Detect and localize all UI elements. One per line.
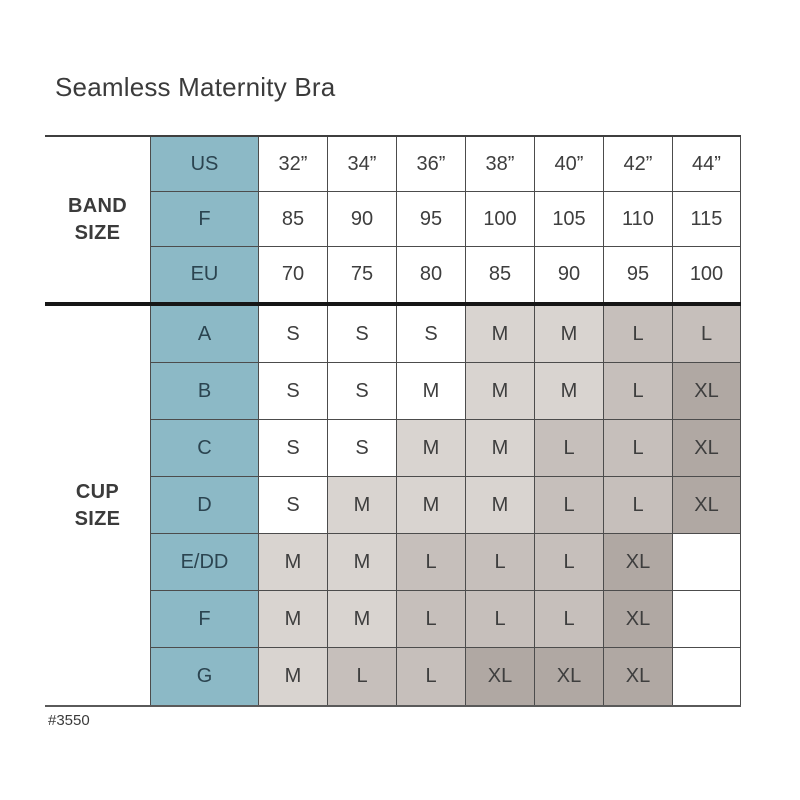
table-cell: XL (603, 591, 672, 648)
table-cell: 100 (672, 247, 741, 302)
table-cell: M (465, 477, 534, 534)
table-cell: 85 (465, 247, 534, 302)
table-cell: L (465, 534, 534, 591)
table-cell: 95 (396, 192, 465, 247)
page-title: Seamless Maternity Bra (55, 72, 336, 102)
table-cell: 100 (465, 192, 534, 247)
table-cell: S (327, 420, 396, 477)
table-cell: L (396, 648, 465, 705)
table-cell: 110 (603, 192, 672, 247)
table-cell: XL (534, 648, 603, 705)
row-label-cell: A (150, 306, 258, 363)
table-cell: S (258, 477, 327, 534)
table-cell: M (396, 363, 465, 420)
table-cell: L (396, 591, 465, 648)
table-cell: S (396, 306, 465, 363)
table-cell: S (258, 306, 327, 363)
table-cell: 38” (465, 137, 534, 192)
table-cell: L (603, 306, 672, 363)
table-cell: 75 (327, 247, 396, 302)
band-size-label: BAND SIZE (45, 137, 150, 302)
row-label-cell: B (150, 363, 258, 420)
table-cell: L (672, 306, 741, 363)
table-cell: L (534, 591, 603, 648)
table-cell: XL (672, 363, 741, 420)
table-cell: 90 (327, 192, 396, 247)
table-cell (672, 591, 741, 648)
table-cell: XL (672, 420, 741, 477)
row-label-cell: F (150, 591, 258, 648)
table-cell: M (258, 591, 327, 648)
table-cell: S (327, 363, 396, 420)
table-cell: 105 (534, 192, 603, 247)
table-cell: M (396, 420, 465, 477)
table-cell: L (327, 648, 396, 705)
table-cell: 40” (534, 137, 603, 192)
table-cell (672, 648, 741, 705)
table-cell: XL (672, 477, 741, 534)
table-cell: M (465, 363, 534, 420)
table-cell: XL (603, 648, 672, 705)
table-cell: M (534, 306, 603, 363)
table-cell (672, 534, 741, 591)
row-label-cell: E/DD (150, 534, 258, 591)
table-cell: XL (465, 648, 534, 705)
table-cell: XL (603, 534, 672, 591)
table-cell: M (465, 306, 534, 363)
table-cell: L (534, 534, 603, 591)
table-cell: 42” (603, 137, 672, 192)
table-cell: S (327, 306, 396, 363)
table-cell: 80 (396, 247, 465, 302)
table-cell: M (534, 363, 603, 420)
table-cell: M (465, 420, 534, 477)
table-cell: M (327, 477, 396, 534)
table-cell: L (465, 591, 534, 648)
table-cell: L (534, 477, 603, 534)
item-number: #3550 (48, 712, 90, 729)
table-cell: 85 (258, 192, 327, 247)
table-cell: 36” (396, 137, 465, 192)
table-cell: M (327, 534, 396, 591)
table-cell: S (258, 363, 327, 420)
row-label-cell: G (150, 648, 258, 705)
table-cell: L (603, 477, 672, 534)
table-cell: M (327, 591, 396, 648)
table-cell: 34” (327, 137, 396, 192)
section-divider (45, 302, 741, 306)
table-cell: 44” (672, 137, 741, 192)
table-cell: 115 (672, 192, 741, 247)
row-label-cell: D (150, 477, 258, 534)
size-chart-table: BAND SIZE US 32” 34” 36” 38” 40” 42” 44” F 85 90 95… (45, 135, 741, 707)
table-cell: 32” (258, 137, 327, 192)
table-cell: 70 (258, 247, 327, 302)
row-label-cell: C (150, 420, 258, 477)
row-label-cell: EU (150, 247, 258, 302)
table-cell: M (258, 534, 327, 591)
table-cell: L (534, 420, 603, 477)
table-cell: 90 (534, 247, 603, 302)
table-cell: M (396, 477, 465, 534)
table-cell: L (396, 534, 465, 591)
cup-size-section: CUP SIZE A S S S M M L L B S S M M M L XL C S S M M L L XL D S M M M… (45, 306, 741, 707)
table-cell: M (258, 648, 327, 705)
cup-size-label: CUP SIZE (45, 306, 150, 705)
table-cell: L (603, 363, 672, 420)
table-cell: S (258, 420, 327, 477)
table-cell: L (603, 420, 672, 477)
row-label-cell: F (150, 192, 258, 247)
band-size-section: BAND SIZE US 32” 34” 36” 38” 40” 42” 44” F 85 90 95… (45, 135, 741, 302)
row-label-cell: US (150, 137, 258, 192)
table-cell: 95 (603, 247, 672, 302)
